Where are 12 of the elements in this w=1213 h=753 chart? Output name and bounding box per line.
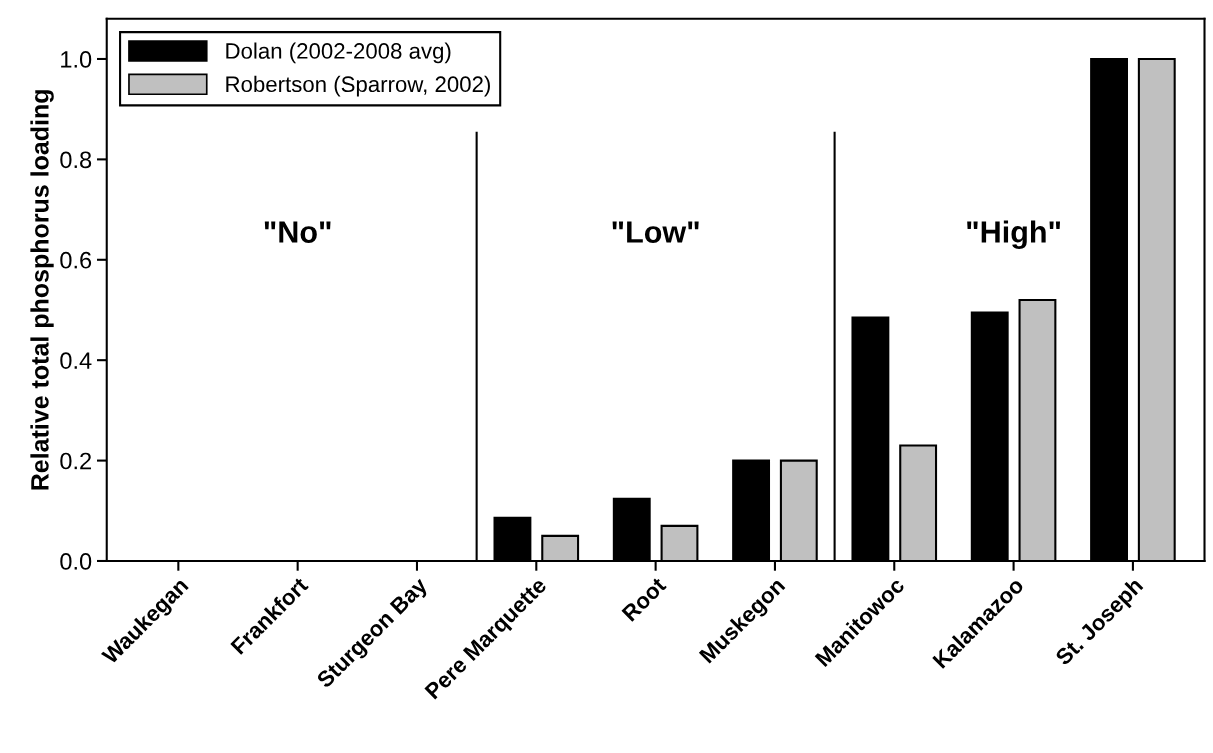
y-tick-label: 0.8 — [60, 151, 92, 169]
y-tick-label: 0.4 — [60, 352, 92, 369]
y-tick-label: 0.6 — [60, 251, 92, 269]
legend-label: Dolan (2002-2008 avg) — [226, 42, 451, 64]
annotation: "Low" — [612, 221, 699, 243]
y-tick-label: 0.0 — [60, 553, 92, 570]
y-tick-label: 1.0 — [61, 51, 92, 68]
y-axis-title: Relative total phosphorus loading — [30, 90, 54, 490]
annotation: "High" — [967, 220, 1061, 249]
legend-label: Robertson (Sparrow, 2002) — [226, 75, 490, 97]
y-tick-label: 0.2 — [60, 452, 91, 470]
annotation: "No" — [264, 221, 331, 243]
